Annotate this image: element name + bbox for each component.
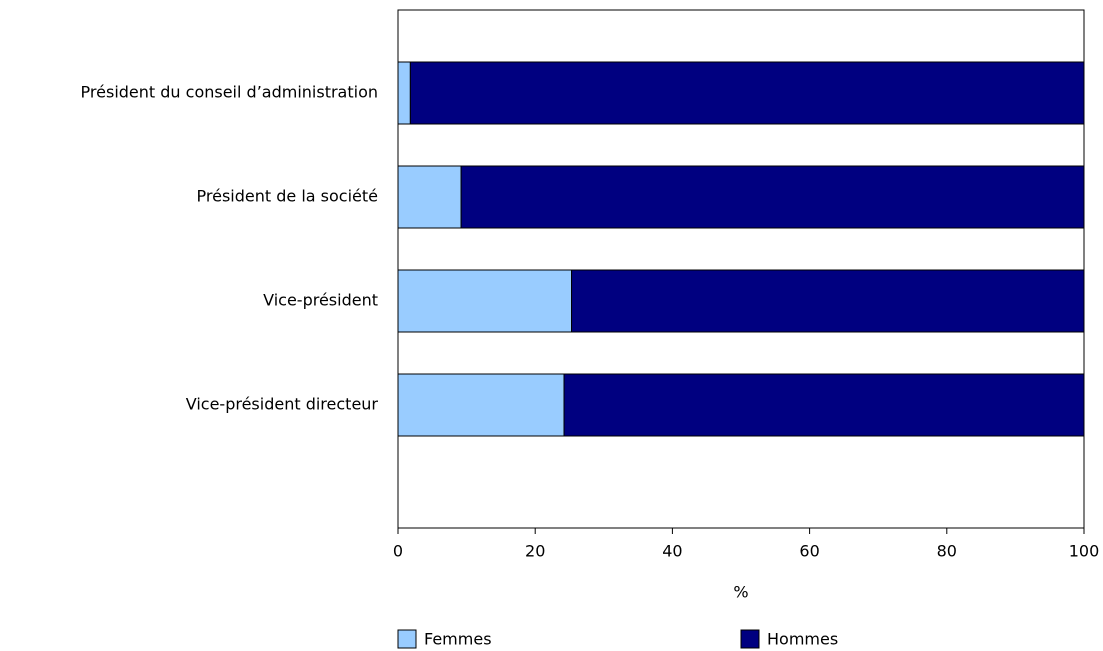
x-tick-label: 100	[1069, 542, 1100, 561]
y-tick-label: Vice-président	[263, 291, 378, 310]
x-tick-label: 20	[525, 542, 545, 561]
y-tick-label: Président du conseil d’administration	[81, 83, 378, 102]
legend-label: Hommes	[767, 630, 838, 649]
x-tick-label: 80	[937, 542, 957, 561]
bar-segment	[409, 61, 1085, 125]
bar-segment	[397, 165, 462, 229]
x-tick-label: 0	[393, 542, 403, 561]
bar-segment	[460, 165, 1085, 229]
x-tick-label: 40	[662, 542, 682, 561]
legend-swatch	[740, 629, 760, 649]
bar-segment	[397, 269, 573, 333]
bar-segment	[571, 269, 1085, 333]
legend-swatch	[397, 629, 417, 649]
plot-frame	[397, 9, 1085, 529]
y-tick-label: Président de la société	[197, 187, 378, 206]
legend-label: Femmes	[424, 630, 492, 649]
bar-segment	[397, 373, 565, 437]
x-tick-label: 60	[799, 542, 819, 561]
bar-segment	[563, 373, 1085, 437]
x-axis-label: %	[733, 583, 748, 602]
bar-segment	[397, 61, 411, 125]
y-tick-label: Vice-président directeur	[186, 395, 379, 414]
